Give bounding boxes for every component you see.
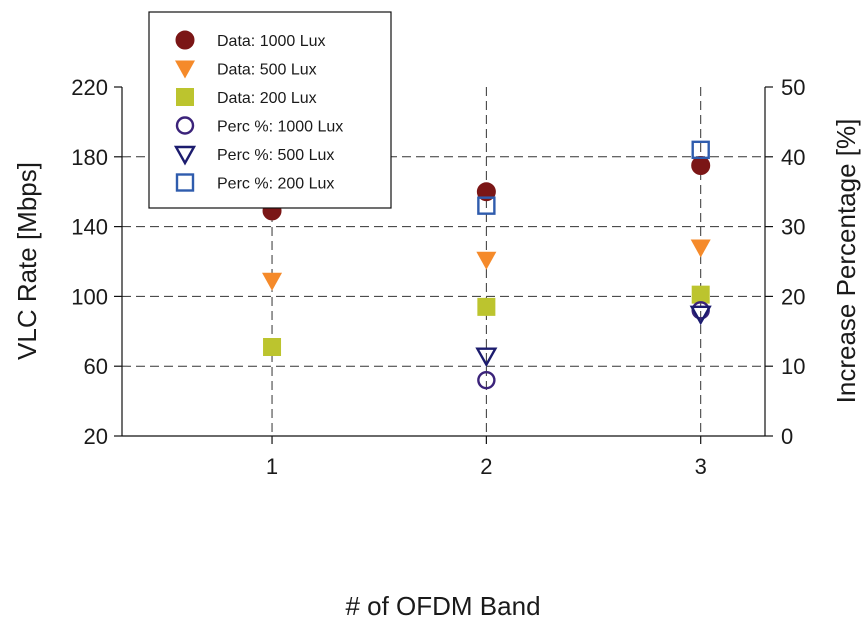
y2-tick-label: 0	[781, 424, 793, 449]
legend-marker	[173, 145, 197, 166]
data-point	[689, 305, 712, 326]
y-tick-label: 140	[71, 215, 108, 240]
y2-axis-label: Increase Percentage [%]	[831, 119, 861, 404]
data-point	[691, 285, 710, 304]
y2-tick-label: 30	[781, 215, 805, 240]
legend-label: Perc %: 1000 Lux	[217, 119, 343, 136]
legend-marker	[176, 88, 194, 106]
y2-tick-label: 40	[781, 145, 805, 170]
data-point	[477, 297, 496, 316]
data-point	[476, 251, 497, 270]
legend-marker	[175, 30, 195, 50]
y2-tick-label: 20	[781, 284, 805, 309]
data-point	[691, 140, 710, 160]
y-axis-label: VLC Rate [Mbps]	[12, 162, 42, 360]
data-point	[476, 182, 496, 202]
series-4	[475, 305, 712, 368]
y-tick-label: 100	[71, 284, 108, 309]
y2-tick-label: 10	[781, 354, 805, 379]
legend-label: Data: 1000 Lux	[217, 33, 326, 50]
data-marks	[262, 140, 712, 390]
x-tick-label: 3	[695, 454, 707, 479]
y-tick-label: 60	[84, 354, 108, 379]
legend-label: Data: 200 Lux	[217, 90, 317, 107]
legend-marker	[175, 60, 195, 79]
series-1	[262, 239, 711, 291]
axes: 20 60 100 140 180 220 0 10 20 30 40 50 1 2 3	[71, 75, 805, 479]
series-2	[263, 285, 710, 357]
y-tick-label: 20	[84, 424, 108, 449]
series-5	[477, 140, 710, 215]
y-tick-label: 180	[71, 145, 108, 170]
data-point	[477, 196, 496, 215]
x-axis-label: # of OFDM Band	[345, 591, 540, 621]
legend-label: Perc %: 500 Lux	[217, 147, 334, 164]
data-point	[475, 347, 498, 368]
series-3	[477, 301, 710, 390]
data-point	[691, 156, 711, 176]
legend-marker	[175, 116, 195, 135]
y-tick-label: 220	[71, 75, 108, 100]
legend-label: Perc %: 200 Lux	[217, 176, 334, 193]
data-point	[263, 338, 282, 357]
y2-tick-label: 50	[781, 75, 805, 100]
x-tick-label: 2	[480, 454, 492, 479]
data-point	[262, 272, 283, 291]
legend-label: Data: 500 Lux	[217, 62, 317, 79]
data-point	[477, 370, 496, 390]
x-tick-label: 1	[266, 454, 278, 479]
legend-marker	[175, 173, 195, 192]
data-point	[690, 239, 711, 258]
legend: Data: 1000 Lux Data: 500 Lux Data: 200 Lux…	[148, 11, 392, 209]
